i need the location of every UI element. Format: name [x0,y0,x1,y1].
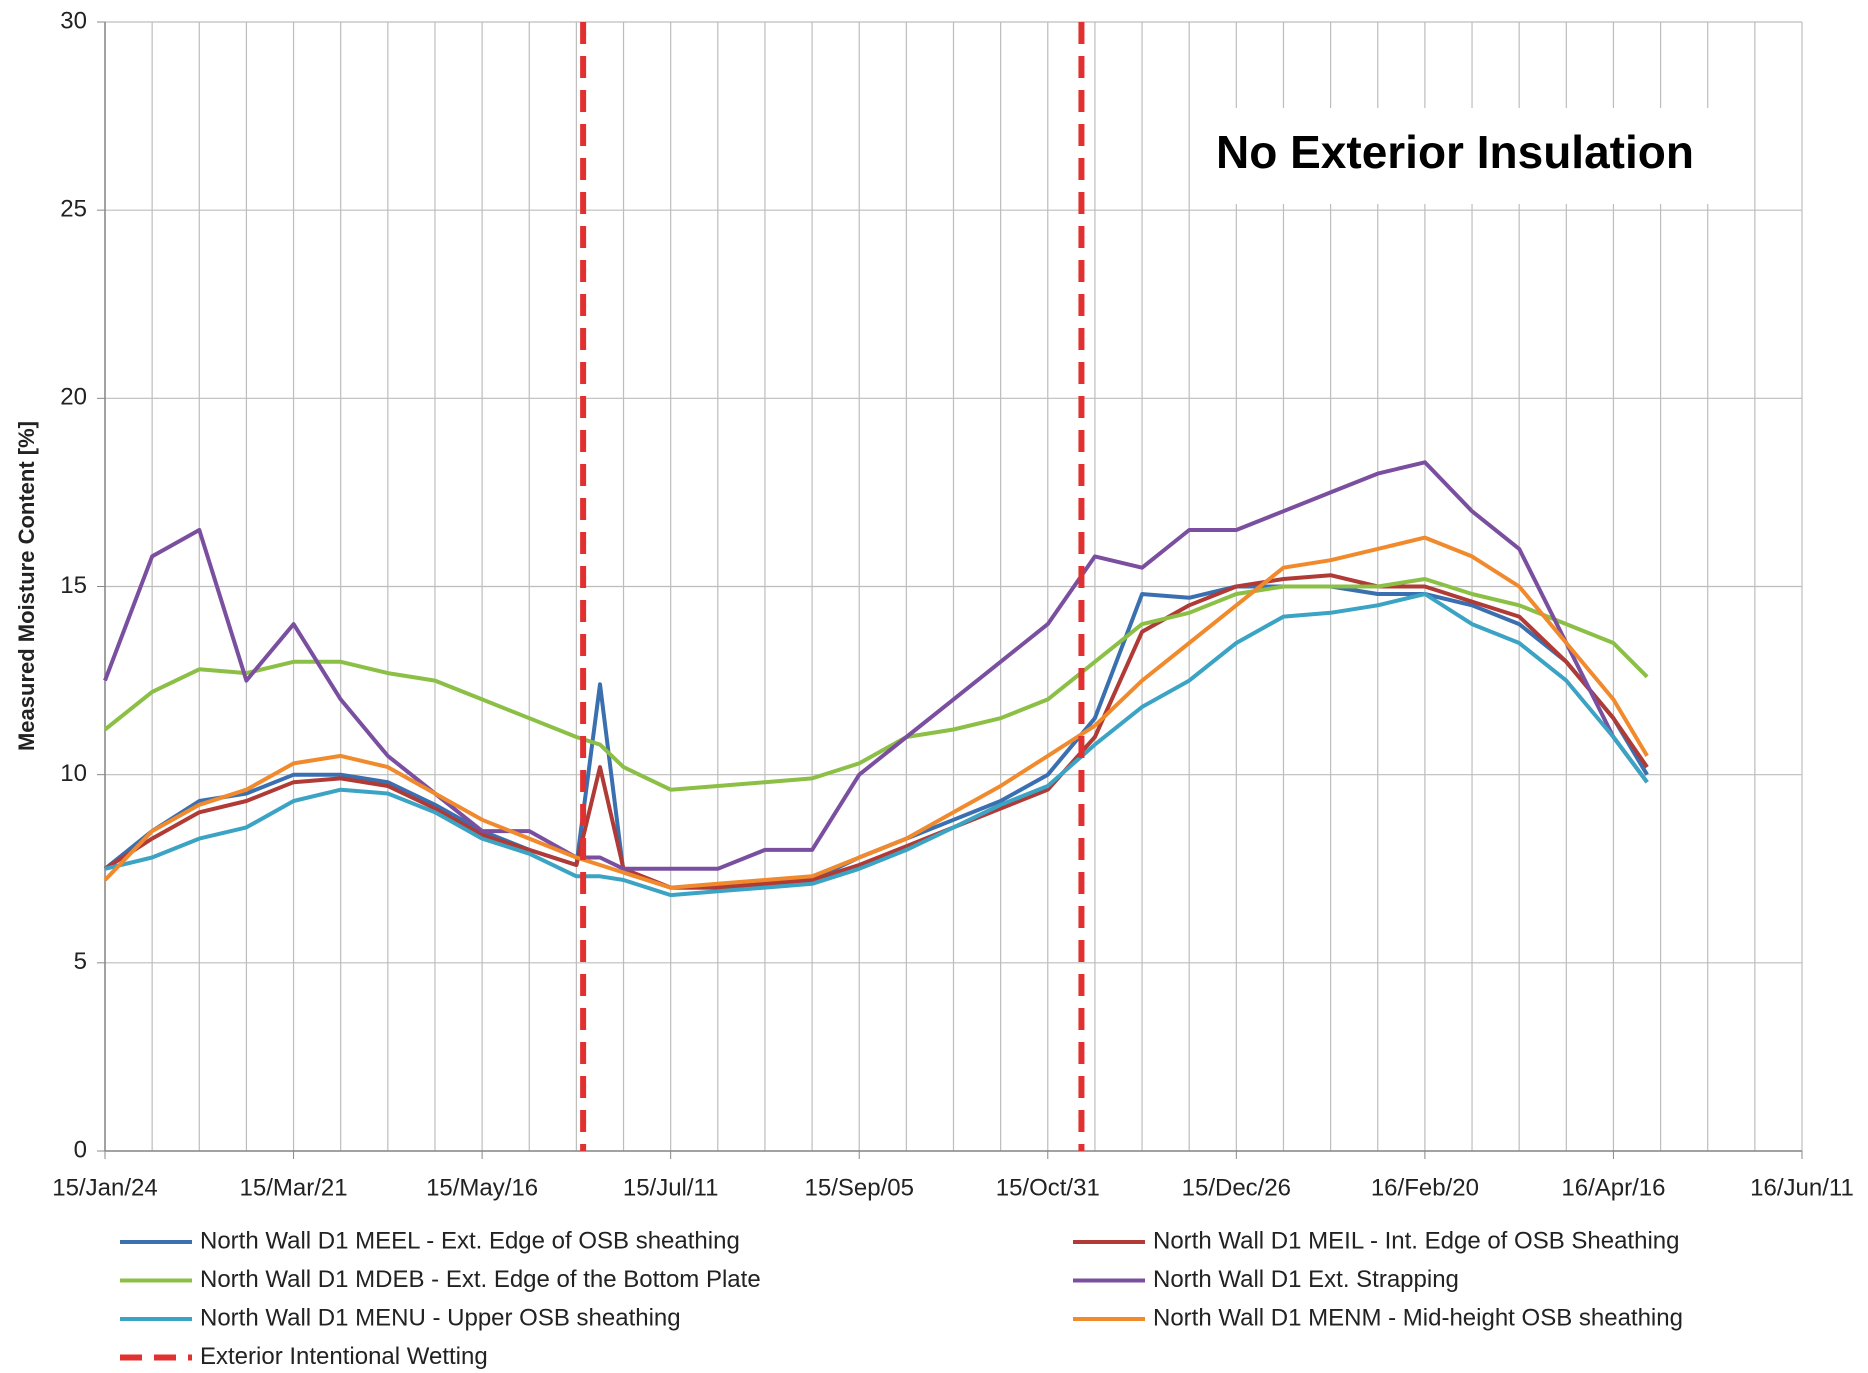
x-tick-label: 15/Jul/11 [623,1174,719,1201]
y-tick-label: 15 [60,572,87,599]
y-axis-label: Measured Moisture Content [%] [14,421,39,751]
y-tick-label: 5 [74,948,87,975]
series-line [104,592,1649,898]
series-line [103,577,1649,792]
y-tick-label: 0 [74,1136,87,1163]
series-line [103,535,1649,890]
series-line [103,573,1649,890]
y-tick-label: 25 [60,196,87,223]
legend-label: North Wall D1 MENU - Upper OSB sheathing [200,1304,681,1331]
x-tick-label: 15/May/16 [426,1174,538,1201]
y-tick-label: 10 [60,760,87,787]
legend-label: North Wall D1 Ext. Strapping [1153,1266,1459,1293]
x-tick-label: 16/Feb/20 [1371,1174,1479,1201]
x-tick-label: 16/Jun/11 [1750,1174,1854,1201]
x-tick-label: 15/Oct/31 [996,1174,1100,1201]
legend-label: Exterior Intentional Wetting [200,1343,488,1370]
y-tick-label: 30 [60,7,87,34]
x-tick-label: 16/Apr/16 [1561,1174,1665,1201]
legend-label: North Wall D1 MDEB - Ext. Edge of the Bo… [200,1266,761,1293]
x-tick-label: 15/Mar/21 [240,1174,348,1201]
y-tick-label: 20 [60,384,87,411]
legend-label: North Wall D1 MEIL - Int. Edge of OSB Sh… [1153,1227,1679,1254]
legend-label: North Wall D1 MENM - Mid-height OSB shea… [1153,1304,1683,1331]
x-tick-label: 15/Jan/24 [52,1174,157,1201]
x-tick-label: 15/Dec/26 [1182,1174,1291,1201]
series-line [103,460,1649,871]
annotation-box [1195,108,1715,204]
legend-label: North Wall D1 MEEL - Ext. Edge of OSB sh… [200,1227,740,1254]
x-tick-label: 15/Sep/05 [805,1174,914,1201]
annotation: No Exterior Insulation [1216,126,1694,178]
